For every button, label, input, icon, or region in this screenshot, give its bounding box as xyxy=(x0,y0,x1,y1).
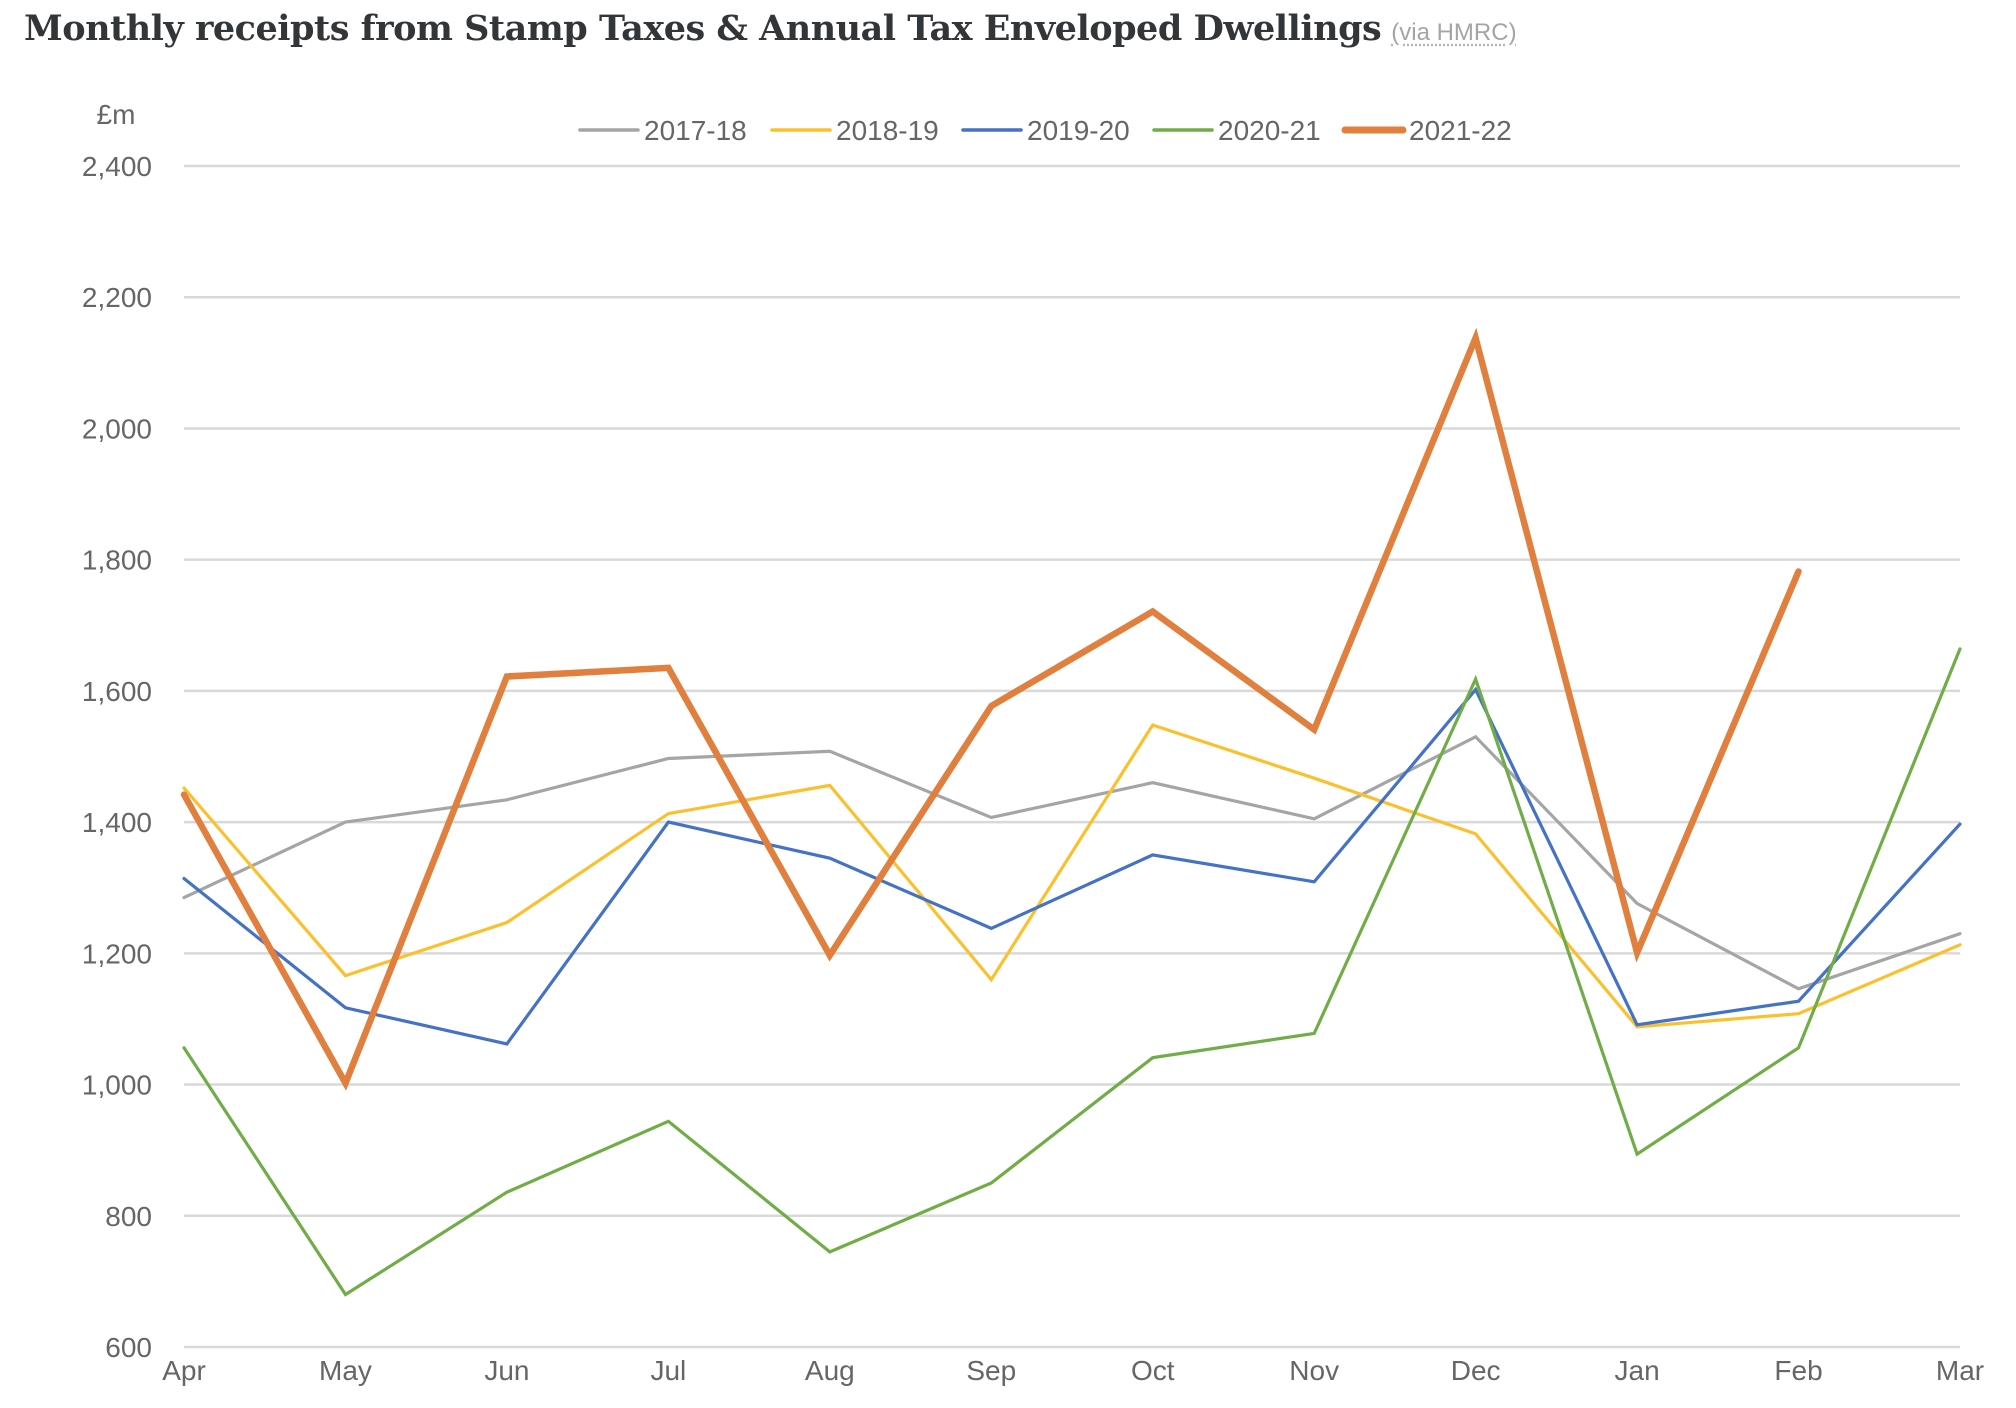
legend-label: 2019-20 xyxy=(1027,115,1130,146)
x-tick-label: Dec xyxy=(1451,1355,1501,1386)
legend-label: 2021-22 xyxy=(1409,115,1512,146)
series-line-2017-18 xyxy=(182,734,1962,991)
x-tick-label: Aug xyxy=(805,1355,855,1386)
series-line-2020-21 xyxy=(182,647,1962,1297)
legend-label: 2017-18 xyxy=(644,115,747,146)
y-tick-label: 2,000 xyxy=(82,413,152,444)
legend-label: 2018-19 xyxy=(836,115,939,146)
x-tick-label: Oct xyxy=(1131,1355,1175,1386)
series-line-2021-22 xyxy=(180,327,1802,1091)
x-tick-label: Apr xyxy=(162,1355,206,1386)
chart-title-block: Monthly receipts from Stamp Taxes & Annu… xyxy=(24,8,1517,49)
series-lines xyxy=(180,327,1962,1297)
series-line-2019-20 xyxy=(182,686,1962,1046)
y-axis-unit-label: £m xyxy=(97,99,136,130)
x-tick-label: Feb xyxy=(1774,1355,1822,1386)
y-tick-label: 1,200 xyxy=(82,938,152,969)
y-tick-label: 600 xyxy=(105,1332,152,1363)
source-link[interactable]: (via HMRC) xyxy=(1391,19,1517,46)
y-tick-label: 800 xyxy=(105,1201,152,1232)
series-line-2018-19 xyxy=(182,723,1962,1029)
y-tick-label: 1,800 xyxy=(82,545,152,576)
y-axis: £m 600 800 1,000 1,200 1,400 1,600 1,800 2,000 2… xyxy=(82,99,152,1363)
y-tick-label: 1,400 xyxy=(82,807,152,838)
x-tick-label: May xyxy=(319,1355,372,1386)
x-axis: Apr May Jun Jul Aug Sep Oct Nov Dec Jan Feb Mar xyxy=(162,1355,1984,1386)
x-tick-label: Jun xyxy=(484,1355,529,1386)
x-tick-label: Sep xyxy=(966,1355,1016,1386)
gridlines xyxy=(184,164,1960,1349)
legend: 2017-18 2018-19 2019-20 2020-21 2021-22 xyxy=(578,115,1512,146)
x-tick-label: Jan xyxy=(1615,1355,1660,1386)
x-tick-label: Jul xyxy=(650,1355,686,1386)
y-tick-label: 1,600 xyxy=(82,676,152,707)
y-tick-label: 2,400 xyxy=(82,151,152,182)
y-tick-label: 1,000 xyxy=(82,1070,152,1101)
x-tick-label: Nov xyxy=(1289,1355,1339,1386)
legend-label: 2020-21 xyxy=(1218,115,1321,146)
y-tick-label: 2,200 xyxy=(82,282,152,313)
x-tick-label: Mar xyxy=(1936,1355,1984,1386)
chart-title: Monthly receipts from Stamp Taxes & Annu… xyxy=(24,8,1382,49)
